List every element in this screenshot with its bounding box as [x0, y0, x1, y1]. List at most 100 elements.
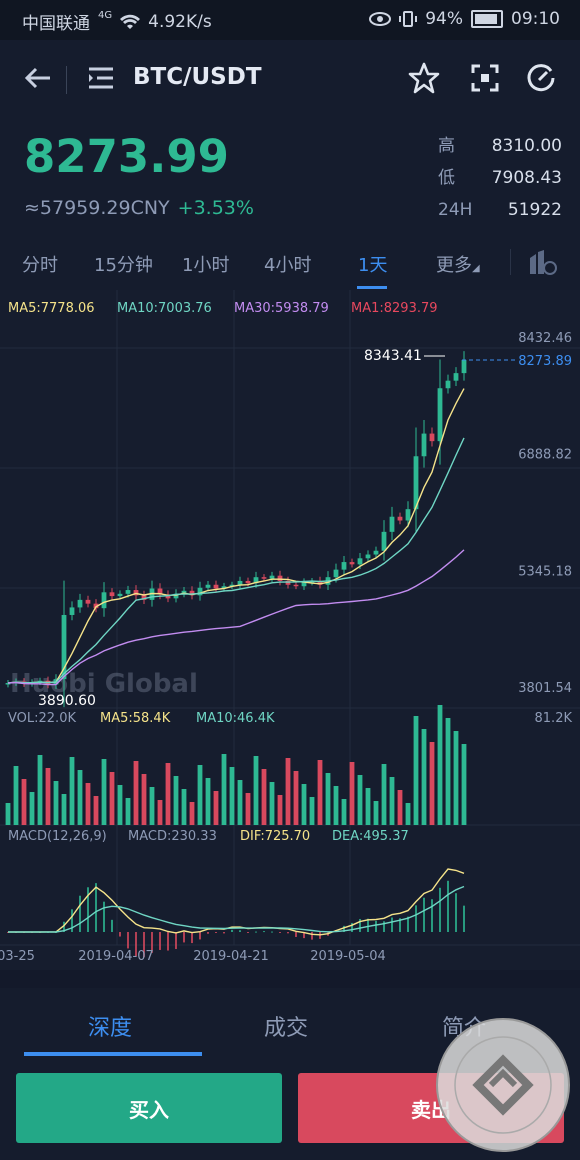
macd-bar	[431, 899, 433, 932]
volume-bar	[341, 799, 347, 825]
volume-label: 24H	[438, 200, 473, 220]
candle-body	[109, 592, 115, 597]
macd-bar	[407, 916, 409, 932]
tab-more-label: 更多	[436, 255, 472, 276]
tabs-divider	[510, 249, 511, 275]
volume-bar	[205, 778, 211, 825]
tab-trades[interactable]: 成交	[264, 1016, 309, 1041]
volume-bar	[437, 705, 443, 825]
network-label: 4G	[98, 10, 113, 21]
tab-more[interactable]: 更多◢	[436, 251, 480, 277]
tab-15min[interactable]: 15分钟	[94, 255, 153, 276]
volume-bar	[93, 796, 99, 825]
min-price-label: 3890.60	[38, 693, 96, 709]
x-tick-label: 2019-05-04	[310, 949, 386, 964]
macd-bar	[79, 895, 81, 932]
volume-bar	[253, 756, 259, 825]
volume-bar	[445, 718, 451, 825]
candle-body	[253, 577, 259, 584]
candle-body	[133, 590, 139, 596]
macd-bar	[463, 905, 465, 932]
star-icon[interactable]	[404, 58, 444, 98]
macd-bar	[95, 883, 97, 932]
volume-bar	[413, 716, 419, 825]
volume-value: 51922	[507, 200, 562, 220]
candle-body	[293, 584, 299, 587]
candle-body	[429, 433, 435, 442]
fullscreen-icon[interactable]	[465, 58, 505, 98]
volume-bar	[53, 781, 59, 825]
ma5-label: MA5:7778.06	[8, 301, 95, 316]
volume-bar	[69, 757, 75, 825]
pair-title[interactable]: BTC/USDT	[133, 64, 262, 90]
candle-body	[453, 373, 459, 381]
candle-body	[421, 433, 427, 457]
high-label: 高	[438, 136, 455, 156]
macd-bar	[343, 925, 345, 932]
candle-body	[69, 607, 75, 615]
stat-low: 低 7908.43	[438, 162, 562, 194]
macd-bar	[247, 932, 249, 933]
volume-bar	[453, 731, 459, 825]
macd-bar	[295, 932, 297, 937]
volume-bar	[213, 791, 219, 825]
dif-label: DIF:725.70	[240, 829, 310, 844]
macd-bar	[135, 932, 137, 957]
list-menu-icon[interactable]	[81, 58, 121, 98]
kline-chart[interactable]: MA5:7778.06 MA10:7003.76 MA30:5938.79 MA1:8…	[0, 290, 580, 970]
tab-1day[interactable]: 1天	[358, 255, 388, 276]
vol-max-label: 81.2K	[535, 711, 573, 726]
volume-bar	[325, 773, 331, 825]
battery-percent: 94%	[425, 9, 463, 29]
volume-bar	[349, 762, 355, 825]
arrow-left-icon[interactable]	[18, 58, 58, 98]
candle-body	[413, 456, 419, 510]
candle-body	[261, 577, 267, 579]
macd-bar	[311, 932, 313, 940]
candle-body	[301, 582, 307, 587]
refresh-icon[interactable]	[521, 58, 561, 98]
candle-body	[181, 590, 187, 594]
candle-body	[5, 683, 11, 685]
tab-4hour[interactable]: 4小时	[264, 255, 312, 276]
macd-bar	[151, 932, 153, 953]
tab-1hour[interactable]: 1小时	[182, 255, 230, 276]
volume-bar	[309, 797, 315, 825]
tab-timeshare[interactable]: 分时	[22, 255, 58, 276]
chart-canvas[interactable]: MA5:7778.06 MA10:7003.76 MA30:5938.79 MA1:8…	[0, 290, 580, 970]
y-tick-label: 3801.54	[518, 681, 572, 696]
volume-bar	[29, 792, 35, 825]
y-tick-label: 6888.82	[518, 448, 572, 463]
volume-bar	[221, 754, 227, 825]
macd-bar	[87, 887, 89, 932]
macd-bar	[263, 931, 265, 933]
volume-bar	[109, 772, 115, 825]
candle-body	[341, 562, 347, 570]
macd-bar	[111, 919, 113, 932]
volume-bar	[13, 766, 19, 825]
candle-body	[61, 614, 67, 680]
buy-button[interactable]: 买入	[16, 1073, 282, 1143]
stat-volume: 24H 51922	[438, 194, 562, 226]
macd-bar	[287, 932, 289, 934]
caret-down-icon: ◢	[472, 263, 480, 274]
volume-bar	[21, 779, 27, 825]
last-price-label: 8273.89	[518, 354, 572, 369]
volume-bar	[45, 768, 51, 825]
volume-bar	[397, 790, 403, 825]
vol-ma10-label: MA10:46.4K	[196, 711, 275, 726]
tab-depth[interactable]: 深度	[88, 1016, 133, 1041]
chart-settings-icon[interactable]	[528, 248, 558, 276]
macd-bar	[175, 932, 177, 950]
volume-bar	[405, 803, 411, 825]
dif-line	[8, 868, 465, 936]
macd-bar	[207, 932, 209, 934]
volume-bar	[5, 803, 11, 825]
macd-bar	[415, 905, 417, 932]
volume-bar	[141, 774, 147, 825]
candle-body	[117, 593, 123, 597]
x-tick-label: 2019-04-21	[193, 949, 269, 964]
candle-body	[189, 590, 195, 596]
clock: 09:10	[511, 9, 560, 29]
volume-bar	[61, 794, 67, 825]
